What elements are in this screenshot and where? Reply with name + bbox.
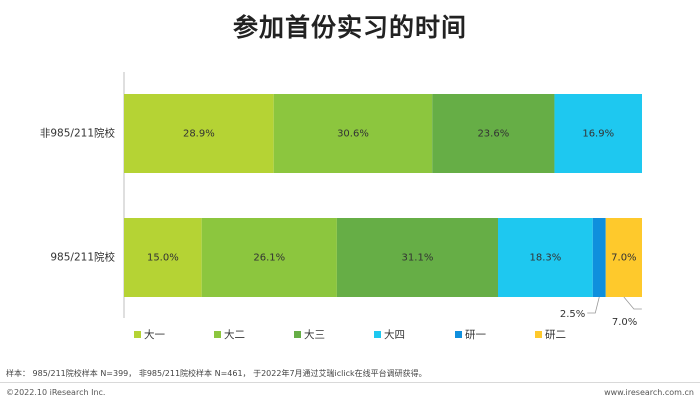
bar-value-label: 7.0% bbox=[612, 317, 637, 328]
legend-swatch bbox=[455, 331, 462, 338]
bar-segment bbox=[273, 94, 433, 173]
legend-label: 大二 bbox=[224, 328, 245, 341]
bar-value-label: 23.6% bbox=[477, 129, 509, 140]
bar-value-label: 30.6% bbox=[337, 129, 369, 140]
chart-title: 参加首份实习的时间 bbox=[232, 13, 467, 42]
callout-line bbox=[587, 296, 600, 314]
bar-value-label: 16.9% bbox=[582, 129, 614, 140]
bar-value-label: 7.0% bbox=[611, 253, 636, 264]
legend-label: 大四 bbox=[384, 328, 405, 341]
bar-segment bbox=[592, 218, 606, 297]
bar-value-label: 15.0% bbox=[147, 253, 179, 264]
bar-segment bbox=[432, 94, 555, 173]
bar-segment bbox=[124, 218, 202, 297]
bar-segment bbox=[554, 94, 642, 173]
website-link[interactable]: www.iresearch.com.cn bbox=[604, 388, 694, 397]
legend-label: 研二 bbox=[545, 329, 566, 341]
category-label: 非985/211院校 bbox=[40, 127, 116, 140]
bar-value-label: 26.1% bbox=[253, 253, 285, 264]
legend-swatch bbox=[535, 331, 542, 338]
bar-segment bbox=[201, 218, 337, 297]
legend-swatch bbox=[134, 331, 141, 338]
legend-label: 研一 bbox=[465, 329, 486, 341]
bar-value-label: 31.1% bbox=[402, 253, 434, 264]
bar-value-label: 18.3% bbox=[530, 253, 562, 264]
callout-line bbox=[623, 296, 642, 310]
category-label: 985/211院校 bbox=[50, 251, 115, 264]
legend-label: 大三 bbox=[304, 328, 325, 341]
bar-value-label: 28.9% bbox=[183, 129, 215, 140]
legend-swatch bbox=[294, 331, 301, 338]
legend-swatch bbox=[214, 331, 221, 338]
bar-segment bbox=[605, 218, 642, 297]
sample-note: 样本： 985/211院校样本 N=399， 非985/211院校样本 N=46… bbox=[6, 369, 427, 378]
bar-segment bbox=[124, 94, 274, 173]
copyright-text: ©2022.10 iResearch Inc. bbox=[6, 388, 106, 397]
bar-segment bbox=[497, 218, 593, 297]
bar-segment bbox=[336, 218, 498, 297]
bar-value-label: 2.5% bbox=[560, 309, 585, 320]
legend-swatch bbox=[374, 331, 381, 338]
legend-label: 大一 bbox=[144, 328, 165, 341]
footer-divider bbox=[0, 382, 700, 383]
